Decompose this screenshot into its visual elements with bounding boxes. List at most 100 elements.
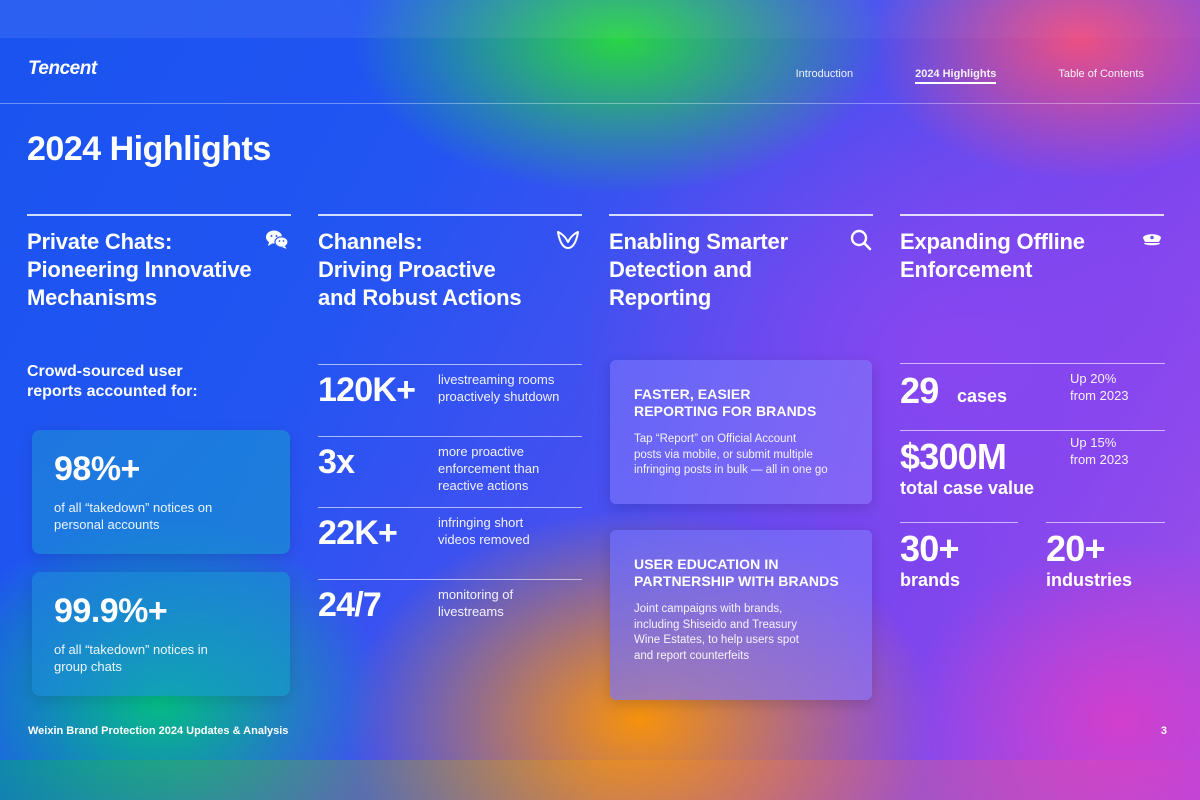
column-divider <box>27 214 291 216</box>
police-cap-icon <box>1143 234 1161 246</box>
nav-introduction[interactable]: Introduction <box>795 68 854 80</box>
heading-line: REPORTING FOR BRANDS <box>634 403 817 419</box>
total-case-value: $300M <box>900 436 1007 477</box>
desc-line: group chats <box>54 659 122 674</box>
metric-livestreaming-rooms: 120K+ livestreaming rooms proactively sh… <box>318 364 582 436</box>
body-line: and report counterfeits <box>634 649 750 662</box>
title-line: Mechanisms <box>27 285 158 310</box>
metric-livestream-monitoring: 24/7 monitoring of livestreams <box>318 579 582 639</box>
title-line: Driving Proactive <box>318 257 496 282</box>
stat-value: 99.9%+ <box>54 592 168 630</box>
metric-value: 120K+ <box>318 371 416 409</box>
metric-value: 3x <box>318 443 355 481</box>
body-line: posts via mobile, or submit multiple <box>634 448 813 461</box>
desc-line: more proactive <box>438 444 524 459</box>
card-heading: FASTER, EASIER REPORTING FOR BRANDS <box>634 386 848 420</box>
desc-line: livestreaming rooms <box>438 372 555 387</box>
label-line: reports accounted for: <box>27 383 198 400</box>
metric-value: 24/7 <box>318 586 382 624</box>
stat-card-group-chats: 99.9%+ of all “takedown” notices in grou… <box>32 572 290 696</box>
page-title: 2024 Highlights <box>27 130 271 168</box>
divider <box>900 430 1165 431</box>
column-private-chats: Private Chats: Pioneering Innovative Mec… <box>27 214 291 312</box>
bottom-blur-strip <box>0 760 1200 800</box>
brands-value: 30+ <box>900 528 959 569</box>
tencent-logo[interactable]: Tencent <box>28 58 97 79</box>
cases-unit: cases <box>957 386 1008 406</box>
title-line: Reporting <box>609 285 712 310</box>
divider <box>1046 522 1165 523</box>
change-line: from 2023 <box>1070 452 1129 467</box>
body-line: Wine Estates, to help users spot <box>634 634 799 646</box>
metric-description: infringing short videos removed <box>438 514 582 548</box>
industries-value: 20+ <box>1046 528 1105 569</box>
column-offline-enforcement: Expanding Offline Enforcement <box>900 214 1164 284</box>
title-line: Channels: <box>318 229 423 254</box>
nav-table-of-contents[interactable]: Table of Contents <box>1058 68 1144 80</box>
metric-description: more proactive enforcement than reactive… <box>438 443 582 494</box>
stat-value: 98%+ <box>54 450 140 488</box>
footer-document-title: Weixin Brand Protection 2024 Updates & A… <box>28 725 289 737</box>
column-title: Enabling Smarter Detection and Reporting <box>609 228 873 312</box>
change-line: Up 20% <box>1070 371 1117 386</box>
info-card-user-education: USER EDUCATION IN PARTNERSHIP WITH BRAND… <box>610 530 872 700</box>
column-channels: Channels: Driving Proactive and Robust A… <box>318 214 582 312</box>
stat-description: of all “takedown” notices in group chats <box>54 641 268 675</box>
total-change: Up 15% from 2023 <box>1070 434 1129 468</box>
body-line: infringing posts in bulk — all in one go <box>634 464 828 476</box>
metric-description: livestreaming rooms proactively shutdown <box>438 371 582 405</box>
crowd-sourced-label: Crowd-sourced user reports accounted for… <box>27 362 247 402</box>
top-navigation-bar: Tencent Introduction 2024 Highlights Tab… <box>0 38 1200 104</box>
title-line: Enabling Smarter <box>609 229 788 254</box>
stat-card-personal-accounts: 98%+ of all “takedown” notices on person… <box>32 430 290 554</box>
column-divider <box>318 214 582 216</box>
divider <box>900 522 1018 523</box>
label-line: Crowd-sourced user <box>27 363 183 380</box>
chat-bubbles-icon <box>266 230 289 249</box>
title-line: and Robust Actions <box>318 285 522 310</box>
cases-value: 29 <box>900 370 939 411</box>
total-case-label: total case value <box>900 478 1035 498</box>
desc-line: proactively shutdown <box>438 389 560 404</box>
nav-2024-highlights[interactable]: 2024 Highlights <box>915 68 997 84</box>
change-line: from 2023 <box>1070 388 1129 403</box>
industries-label: industries <box>1046 570 1133 590</box>
desc-line: of all “takedown” notices in <box>54 642 208 657</box>
page-number: 3 <box>1160 725 1167 737</box>
channels-butterfly-icon <box>557 231 579 249</box>
metric-description: monitoring of livestreams <box>438 586 582 620</box>
column-divider <box>900 214 1164 216</box>
stat-description: of all “takedown” notices on personal ac… <box>54 499 268 533</box>
metric-proactive-enforcement: 3x more proactive enforcement than react… <box>318 436 582 508</box>
column-title: Private Chats: Pioneering Innovative Mec… <box>27 228 291 312</box>
body-line: Tap “Report” on Official Account <box>634 433 797 445</box>
heading-line: FASTER, EASIER <box>634 386 751 402</box>
brands-label: brands <box>900 570 961 590</box>
desc-line: monitoring of <box>438 587 514 602</box>
heading-line: USER EDUCATION IN <box>634 556 779 572</box>
metric-short-videos-removed: 22K+ infringing short videos removed <box>318 507 582 579</box>
column-divider <box>609 214 873 216</box>
card-body: Joint campaigns with brands, including S… <box>634 602 848 664</box>
title-line: Enforcement <box>900 257 1033 282</box>
column-title: Expanding Offline Enforcement <box>900 228 1164 284</box>
title-line: Private Chats: <box>27 229 173 254</box>
top-blur-strip <box>0 0 1200 38</box>
desc-line: of all “takedown” notices on <box>54 500 213 515</box>
desc-line: personal accounts <box>54 517 160 532</box>
desc-line: enforcement than <box>438 461 540 476</box>
body-line: Joint campaigns with brands, <box>634 603 783 615</box>
desc-line: infringing short <box>438 515 524 530</box>
card-body: Tap “Report” on Official Account posts v… <box>634 432 848 479</box>
divider <box>900 363 1165 364</box>
desc-line: livestreams <box>438 604 504 619</box>
heading-line: PARTNERSHIP WITH BRANDS <box>634 573 839 589</box>
column-detection-reporting: Enabling Smarter Detection and Reporting <box>609 214 873 312</box>
desc-line: reactive actions <box>438 478 529 493</box>
change-line: Up 15% <box>1070 435 1117 450</box>
desc-line: videos removed <box>438 532 530 547</box>
card-heading: USER EDUCATION IN PARTNERSHIP WITH BRAND… <box>634 556 848 590</box>
nav-links: Introduction 2024 Highlights Table of Co… <box>734 68 1144 84</box>
column-title: Channels: Driving Proactive and Robust A… <box>318 228 582 312</box>
metric-value: 22K+ <box>318 514 398 552</box>
